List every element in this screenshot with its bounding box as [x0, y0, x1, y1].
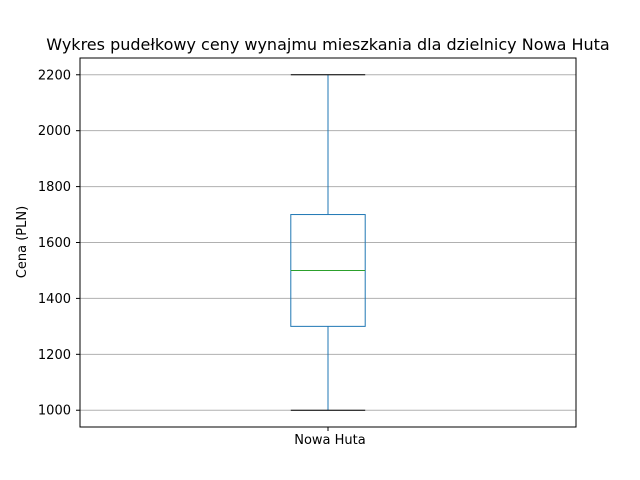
- x-axis-ticks: Nowa Huta: [294, 427, 366, 448]
- y-tick-label: 1400: [38, 292, 71, 307]
- y-tick-label: 2200: [38, 68, 71, 83]
- y-axis-label: Cena (PLN): [15, 206, 30, 278]
- chart-title: Wykres pudełkowy ceny wynajmu mieszkania…: [46, 35, 609, 54]
- y-tick-label: 1800: [38, 180, 71, 195]
- y-tick-label: 1600: [38, 236, 71, 251]
- y-axis-ticks: 1000 1200 1400 1600 1800 2000 2200: [38, 68, 80, 419]
- y-tick-label: 1200: [38, 348, 71, 363]
- y-tick-label: 2000: [38, 124, 71, 139]
- x-tick-label: Nowa Huta: [294, 433, 366, 448]
- y-tick-label: 1000: [38, 404, 71, 419]
- boxes: [290, 74, 366, 411]
